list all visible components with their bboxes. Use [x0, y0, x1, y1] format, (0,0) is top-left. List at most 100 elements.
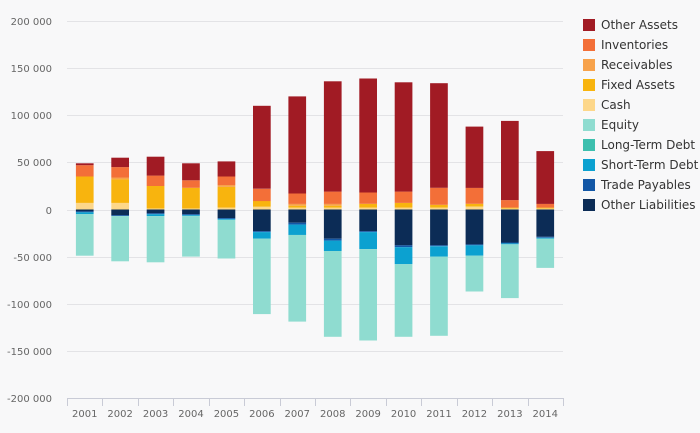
- bar-segment: [465, 187, 484, 204]
- bar-segment: [394, 202, 413, 208]
- legend-item[interactable]: Other Assets: [583, 18, 678, 32]
- legend-swatch: [583, 79, 595, 91]
- bar-segment: [182, 215, 200, 217]
- bar-segment: [465, 245, 484, 256]
- bar-segment: [217, 218, 236, 219]
- x-tick-label: 2011: [426, 409, 451, 420]
- bar-segment: [182, 208, 200, 210]
- legend-item[interactable]: Receivables: [583, 58, 673, 72]
- legend-item[interactable]: Long-Term Debt: [583, 138, 695, 152]
- bar-segment: [146, 185, 165, 209]
- legend-label: Inventories: [601, 38, 668, 52]
- legend-swatch: [583, 99, 595, 111]
- bar-segment: [536, 237, 555, 239]
- legend-item[interactable]: Other Liabilities: [583, 198, 696, 212]
- legend[interactable]: Other Assets Inventories Receivables Fixed …: [583, 18, 699, 212]
- bar-segment: [323, 205, 342, 208]
- bar-segment: [111, 177, 129, 180]
- legend-item[interactable]: Trade Payables: [583, 178, 691, 192]
- legend-swatch: [583, 159, 595, 171]
- bar-segment: [501, 120, 519, 201]
- bar-segment: [430, 209, 448, 246]
- bar-segment: [536, 238, 555, 268]
- bar-segment: [394, 245, 413, 248]
- legend-item[interactable]: Short-Term Debt: [583, 158, 699, 172]
- bar-segment: [253, 238, 271, 315]
- bar-segment: [182, 180, 200, 188]
- bar-segment: [253, 232, 271, 239]
- gridlines: [67, 21, 563, 399]
- legend-item[interactable]: Cash: [583, 98, 631, 112]
- x-tick-label: 2008: [320, 409, 345, 420]
- bar-segment: [111, 179, 129, 203]
- bar-segment: [146, 216, 165, 263]
- bar-segment: [359, 207, 377, 210]
- legend-item[interactable]: Equity: [583, 118, 639, 132]
- bar-segment: [111, 209, 129, 216]
- legend-item[interactable]: Inventories: [583, 38, 668, 52]
- bar-segment: [253, 231, 271, 233]
- x-tick-label: 2014: [533, 409, 558, 420]
- bar-segment: [359, 78, 377, 193]
- x-tick-label: 2004: [178, 409, 203, 420]
- x-axis: 2001 2002 2003 2004 2005 2006 2007 2008 2009 2010…: [67, 398, 564, 420]
- y-tick-label: 200 000: [11, 17, 52, 28]
- x-tick-label: 2013: [497, 409, 522, 420]
- x-tick-label: 2005: [214, 409, 239, 420]
- legend-label: Receivables: [601, 58, 673, 72]
- bar-segment: [536, 203, 555, 208]
- x-tick-label: 2012: [462, 409, 487, 420]
- bar-segment: [323, 251, 342, 337]
- bar-segment: [217, 186, 236, 208]
- legend-label: Fixed Assets: [601, 78, 675, 92]
- bar-segment: [501, 244, 519, 299]
- bar-segment: [111, 215, 129, 217]
- x-tick-label: 2010: [391, 409, 416, 420]
- bar-segment: [111, 216, 129, 262]
- bar-segment: [288, 205, 307, 208]
- bar-segment: [323, 203, 342, 206]
- legend-swatch: [583, 139, 595, 151]
- bar-segment: [217, 185, 236, 187]
- bar-segment: [323, 81, 342, 192]
- bar-segment: [146, 208, 165, 210]
- bar-segment: [536, 236, 555, 238]
- legend-item[interactable]: Fixed Assets: [583, 78, 675, 92]
- y-tick-label: -150 000: [7, 347, 52, 358]
- bar-segment: [146, 213, 165, 215]
- bar-segment: [182, 209, 200, 215]
- bar-segment: [430, 207, 448, 210]
- bar-segment: [182, 214, 200, 216]
- bar-segment: [430, 256, 448, 336]
- x-tick-label: 2007: [285, 409, 310, 420]
- bar-segment: [288, 224, 307, 235]
- legend-swatch: [583, 19, 595, 31]
- bar-segment: [394, 191, 413, 203]
- bar-segment: [75, 176, 94, 203]
- bar-segment: [359, 231, 377, 233]
- bar-segment: [359, 249, 377, 341]
- y-tick-label: -50 000: [13, 253, 52, 264]
- bar-segment: [501, 200, 519, 208]
- y-tick-label: -100 000: [7, 300, 52, 311]
- bar-segment: [501, 242, 519, 244]
- x-tick-label: 2002: [107, 409, 132, 420]
- bar-segment: [111, 157, 129, 168]
- bar-segment: [217, 176, 236, 185]
- legend-label: Equity: [601, 118, 639, 132]
- bar-segment: [359, 232, 377, 250]
- bar-segment: [465, 126, 484, 188]
- y-tick-label: 50 000: [17, 158, 52, 169]
- bar-segment: [394, 209, 413, 246]
- bar-segment: [430, 246, 448, 257]
- bar-segment: [288, 209, 307, 223]
- bar-segment: [465, 206, 484, 210]
- bar-segment: [323, 191, 342, 204]
- bar-segment: [323, 207, 342, 210]
- bar-segment: [288, 193, 307, 204]
- bar-segment: [430, 204, 448, 208]
- bar-segment: [465, 255, 484, 292]
- bar-segment: [146, 175, 165, 186]
- bar-segment: [217, 207, 236, 210]
- bar-segment: [288, 203, 307, 206]
